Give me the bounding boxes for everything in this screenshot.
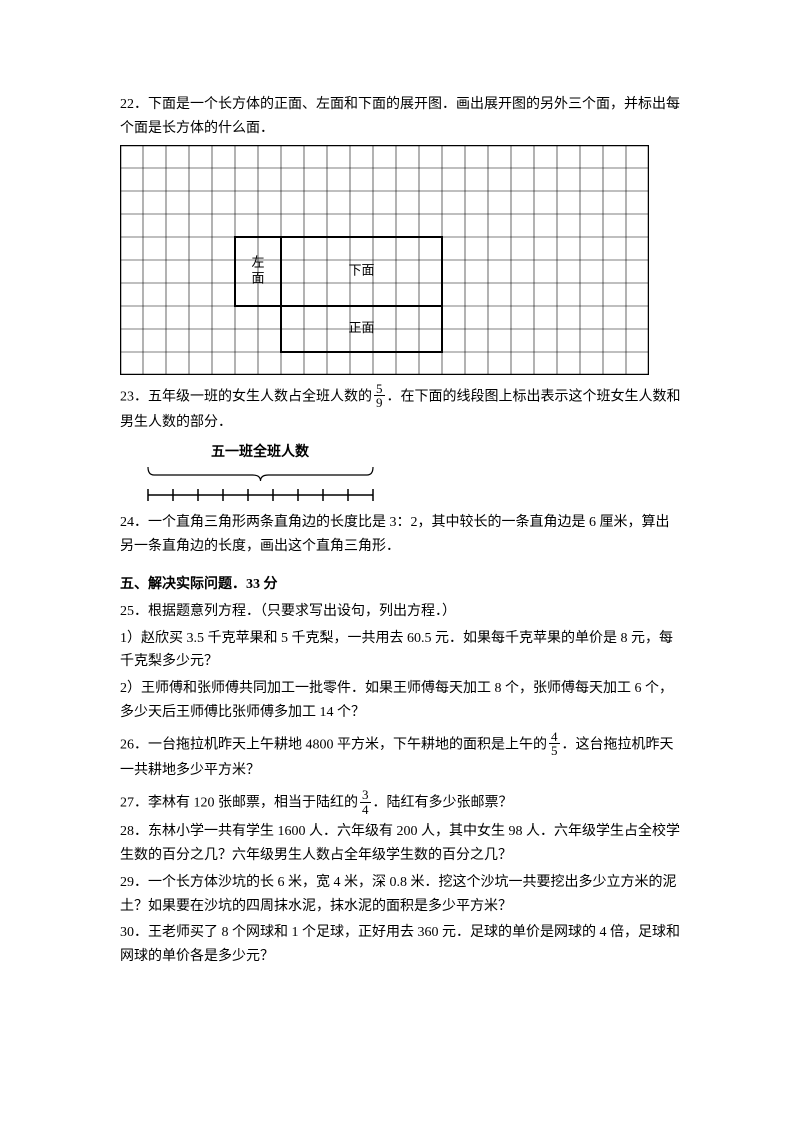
section5-title: 五、解决实际问题．33 分: [120, 573, 683, 597]
q28-text: 28．东林小学一共有学生 1600 人．六年级有 200 人，其中女生 98 人…: [120, 820, 683, 868]
q26-prefix: 26．一台拖拉机昨天上午耕地 4800 平方米，下午耕地的面积是上午的: [120, 737, 547, 752]
q27-suffix: ．陆红有多少张邮票？: [373, 795, 513, 810]
q27-prefix: 27．李林有 120 张邮票，相当于陆红的: [120, 795, 358, 810]
q22-diagram: 左面 下面正面: [120, 145, 683, 375]
svg-text:下面: 下面: [348, 262, 374, 277]
svg-text:面: 面: [251, 270, 264, 285]
q23-text: 23．五年级一班的女生人数占全班人数的59．在下面的线段图上标出表示这个班女生人…: [120, 383, 683, 435]
q30-text: 30．王老师买了 8 个网球和 1 个足球，正好用去 360 元．足球的单价是网…: [120, 921, 683, 969]
q23-bracket-svg: [140, 465, 381, 505]
q23-prefix: 23．五年级一班的女生人数占全班人数的: [120, 389, 372, 404]
q23-fraction: 59: [374, 382, 385, 410]
q27-fraction: 34: [360, 788, 371, 816]
svg-text:正面: 正面: [348, 320, 374, 335]
q26-frac-den: 5: [549, 744, 560, 758]
q26-frac-num: 4: [549, 730, 560, 745]
q27-text: 27．李林有 120 张邮票，相当于陆红的34．陆红有多少张邮票？: [120, 789, 683, 817]
q25-p1: 1）赵欣买 3.5 千克苹果和 5 千克梨，一共用去 60.5 元．如果每千克苹…: [120, 627, 683, 675]
q24-text: 24．一个直角三角形两条直角边的长度比是 3：2，其中较长的一条直角边是 6 厘…: [120, 511, 683, 559]
q23-frac-num: 5: [374, 382, 385, 397]
q23-frac-den: 9: [374, 396, 385, 410]
q23-diagram: 五一班全班人数: [140, 441, 380, 506]
q27-frac-den: 4: [360, 803, 371, 817]
q25-head: 25．根据题意列方程．（只要求写出设句，列出方程．）: [120, 600, 683, 624]
q29-text: 29．一个长方体沙坑的长 6 米，宽 4 米，深 0.8 米．挖这个沙坑一共要挖…: [120, 871, 683, 919]
q22-text: 22．下面是一个长方体的正面、左面和下面的展开图．画出展开图的另外三个面，并标出…: [120, 93, 683, 141]
q26-fraction: 45: [549, 730, 560, 758]
q27-frac-num: 3: [360, 788, 371, 803]
q22-grid-svg: 左面 下面正面: [120, 145, 649, 375]
q23-bracket-title: 五一班全班人数: [140, 441, 380, 465]
q25-p2: 2）王师傅和张师傅共同加工一批零件．如果王师傅每天加工 8 个，张师傅每天加工 …: [120, 677, 683, 725]
q26-text: 26．一台拖拉机昨天上午耕地 4800 平方米，下午耕地的面积是上午的45．这台…: [120, 731, 683, 783]
svg-text:左: 左: [251, 254, 264, 269]
